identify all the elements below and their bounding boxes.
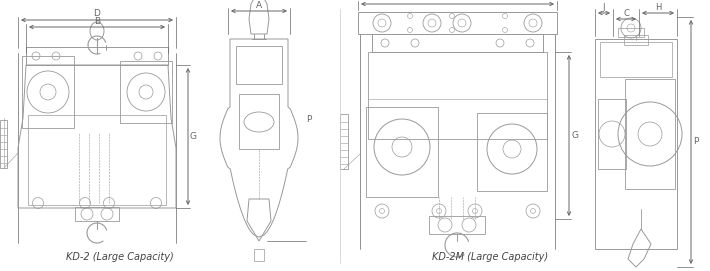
Bar (600, 42, 672, 77)
Text: A: A (256, 1, 262, 9)
Bar (625, 79, 675, 189)
Bar (624, 35, 648, 45)
Bar (26, 47, 168, 65)
Text: KD-2M (Large Capacity): KD-2M (Large Capacity) (432, 252, 548, 262)
Text: P: P (693, 137, 699, 147)
Bar (0, 120, 7, 168)
Text: G: G (190, 132, 197, 141)
Bar (618, 28, 644, 37)
Bar (239, 94, 279, 149)
Bar (340, 114, 348, 169)
Bar (254, 249, 264, 261)
Text: D: D (94, 9, 100, 18)
Bar (120, 61, 172, 123)
Bar (236, 46, 282, 84)
Text: C: C (623, 8, 629, 18)
Text: G: G (571, 131, 578, 140)
Text: KD-2 (Large Capacity): KD-2 (Large Capacity) (66, 252, 174, 262)
Bar (477, 113, 547, 191)
Bar (429, 216, 485, 234)
Bar (366, 107, 438, 197)
Bar (368, 52, 547, 139)
Bar (358, 12, 557, 34)
Text: B: B (94, 17, 100, 25)
Text: J: J (603, 2, 605, 11)
Bar (22, 56, 74, 128)
Text: H: H (655, 2, 661, 11)
Bar (28, 115, 166, 205)
Bar (75, 207, 119, 221)
Bar (372, 34, 543, 52)
Bar (595, 39, 677, 249)
Bar (598, 99, 626, 169)
Text: K: K (454, 0, 461, 2)
Text: P: P (306, 115, 312, 124)
